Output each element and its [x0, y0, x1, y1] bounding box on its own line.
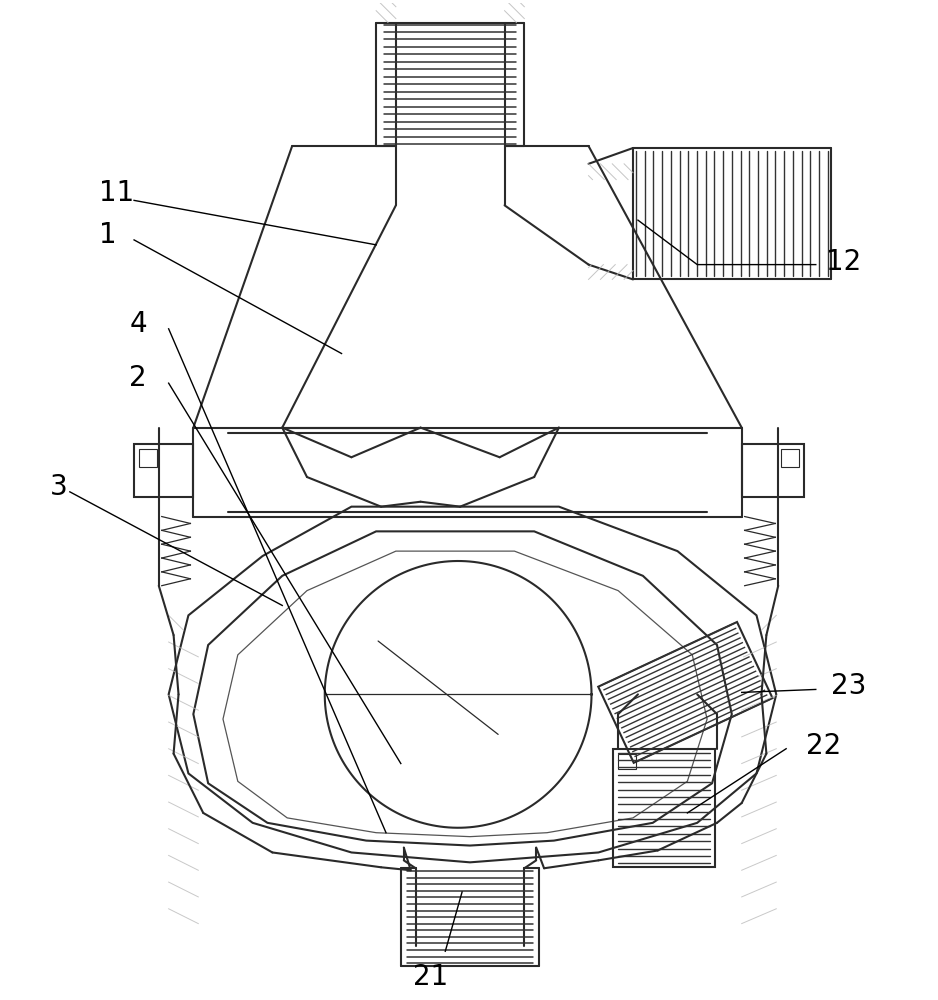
Text: 3: 3 [50, 473, 68, 501]
Bar [742, 444, 804, 497]
Bar [781, 449, 799, 467]
Text: 11: 11 [99, 179, 135, 207]
Bar [613, 749, 715, 867]
Text: 12: 12 [825, 248, 861, 276]
Text: 1: 1 [99, 221, 117, 249]
Text: 23: 23 [831, 672, 866, 700]
Text: 2: 2 [129, 364, 146, 392]
Bar [618, 754, 636, 769]
Text: 22: 22 [806, 732, 841, 760]
Text: 21: 21 [413, 963, 448, 991]
Bar [139, 449, 157, 467]
Text: 4: 4 [129, 310, 146, 338]
Bar [134, 444, 193, 497]
